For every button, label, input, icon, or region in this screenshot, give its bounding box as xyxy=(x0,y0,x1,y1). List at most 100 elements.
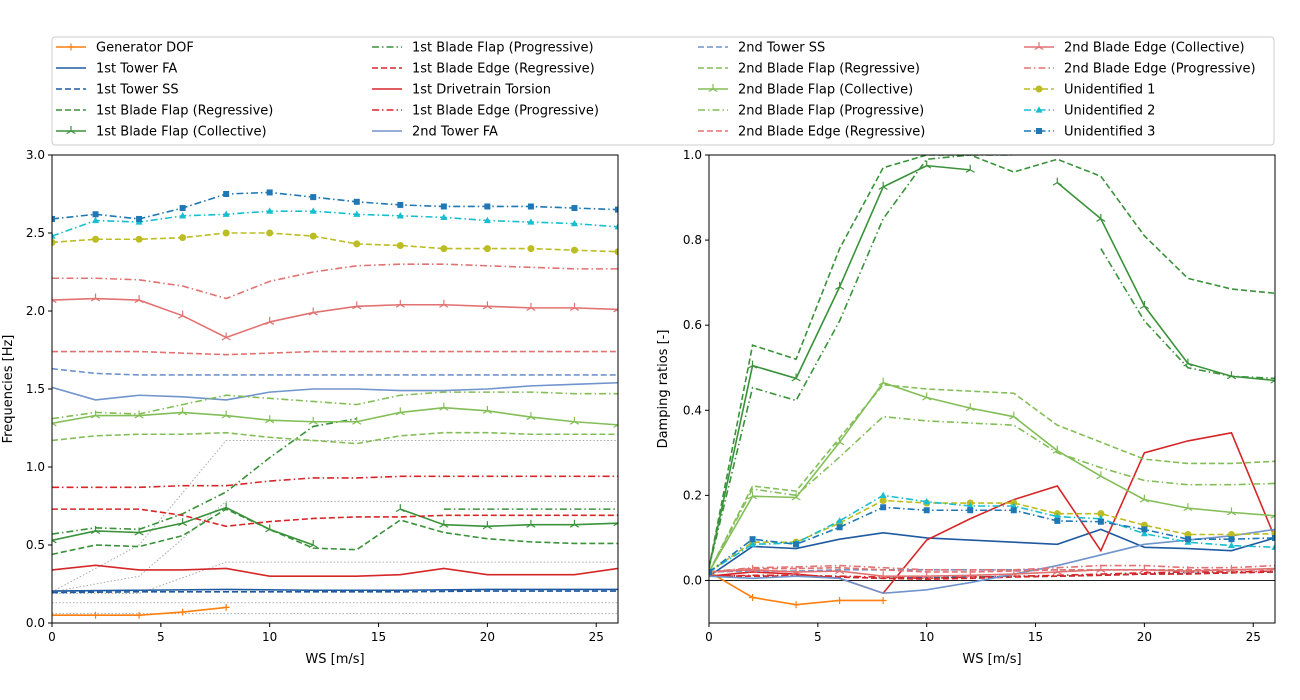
frequency-plot-series-line xyxy=(52,263,618,300)
damping-plot-xtick-label: 25 xyxy=(1246,630,1261,644)
frequency-plot-data-point xyxy=(92,216,100,224)
frequency-plot-data-point xyxy=(92,235,100,243)
legend-label: 1st Tower FA xyxy=(96,62,177,77)
damping-plot-series-1st-drivetrain-torsion xyxy=(709,431,1275,595)
damping-plot-data-point xyxy=(1270,510,1275,519)
damping-plot-data-point xyxy=(922,160,932,169)
frequency-plot-series-unidentified-2 xyxy=(52,207,618,239)
damping-plot-ytick-label: 0.0 xyxy=(683,573,702,587)
damping-plot-data-point xyxy=(922,392,932,401)
frequency-plot-data-point xyxy=(570,219,578,227)
damping-plot-series-line xyxy=(1100,248,1275,380)
frequency-plot-data-point xyxy=(395,407,405,416)
frequency-plot-data-point xyxy=(526,302,536,311)
legend-label: 2nd Blade Flap (Collective) xyxy=(738,83,913,98)
frequency-plot-data-point xyxy=(482,521,492,530)
frequency-plot-data-point xyxy=(570,246,578,254)
frequency-plot-data-point xyxy=(309,207,317,214)
legend-item-unidentified-2: Unidentified 2 xyxy=(1024,104,1155,119)
frequency-plot-data-point xyxy=(483,245,491,253)
frequency-plot-series-line xyxy=(400,508,618,528)
frequency-plot-data-point xyxy=(440,245,448,253)
damping-plot-data-point xyxy=(923,497,931,505)
damping-plot-series-line xyxy=(709,528,1275,577)
legend-item-2nd-tower-fa: 2nd Tower FA xyxy=(372,125,498,140)
legend-item-1st-blade-edge-regressive: 1st Blade Edge (Regressive) xyxy=(372,62,595,77)
frequency-plot-ytick-label: 1.5 xyxy=(26,382,45,396)
frequency-plot-data-point xyxy=(135,235,143,243)
frequency-plot-data-point xyxy=(309,232,317,240)
frequency-plot-data-point xyxy=(439,402,449,411)
frequency-plot-reference-line xyxy=(52,561,618,594)
legend-item-generator-dof: Generator DOF xyxy=(56,41,194,56)
damping-plot-data-point xyxy=(747,360,758,369)
frequency-plot: 0 5 10 15 20 25 0.0 0.5 1.0 1.5 2.0 2.5 3.0 WS [m/s… xyxy=(1,148,619,667)
damping-plot-data-point xyxy=(1141,526,1148,533)
frequency-plot-data-point xyxy=(52,418,57,427)
damping-plot: 0 5 10 15 20 25 0.0 0.2 0.4 0.6 0.8 1.0 WS [m/s] D… xyxy=(656,148,1276,667)
frequency-plot-series-line xyxy=(52,590,618,594)
legend-marker xyxy=(66,126,76,135)
legend-label: 1st Blade Flap (Progressive) xyxy=(412,41,594,56)
frequency-plot-ylabel: Frequencies [Hz] xyxy=(1,335,16,444)
damping-plot-data-point xyxy=(792,601,800,609)
frequency-plot-data-point xyxy=(223,191,230,197)
frequency-plot-data-point xyxy=(352,416,362,425)
damping-plot-series-line xyxy=(709,494,1275,573)
frequency-plot-data-point xyxy=(178,407,188,416)
frequency-plot-series-line xyxy=(52,297,618,339)
frequency-plot-data-point xyxy=(222,229,230,237)
frequency-plot-series-line xyxy=(52,508,618,528)
legend-label: 1st Blade Flap (Collective) xyxy=(96,125,267,140)
damping-plot-data-point xyxy=(791,492,801,501)
damping-plot-series-1st-blade-flap-progressive xyxy=(709,155,1014,568)
frequency-plot-data-point xyxy=(569,519,580,528)
legend-label: 1st Tower SS xyxy=(96,83,179,98)
damping-plot-border xyxy=(708,154,1276,624)
frequency-plot-data-point xyxy=(136,215,143,222)
legend-marker xyxy=(708,84,718,93)
frequency-plot-ytick-label: 0.5 xyxy=(26,538,45,552)
frequency-plot-series-line xyxy=(52,406,618,426)
damping-plot-series-1st-blade-flap-progressive-cont xyxy=(1100,248,1275,380)
frequency-plot-ytick-label: 0.0 xyxy=(26,616,45,630)
frequency-plot-data-point xyxy=(396,241,404,249)
damping-plot-ytick-label: 0.6 xyxy=(683,318,702,332)
frequency-plot-series-2nd-blade-edge-progressive xyxy=(52,263,618,300)
damping-plot-data-point xyxy=(965,570,975,579)
damping-plot-data-point xyxy=(1183,358,1193,367)
frequency-plot-data-point xyxy=(397,201,404,208)
frequency-plot-data-point xyxy=(221,410,231,419)
frequency-plot-data-point xyxy=(92,211,99,218)
frequency-plot-series-2nd-blade-flap-progressive xyxy=(52,391,618,420)
damping-plot-xtick-label: 20 xyxy=(1137,630,1152,644)
damping-plot-ytick-label: 1.0 xyxy=(683,148,702,162)
legend-marker xyxy=(67,43,75,51)
legend-label: 2nd Blade Flap (Regressive) xyxy=(738,62,920,77)
damping-plot-data-point xyxy=(1010,502,1018,509)
legend-marker xyxy=(1036,128,1042,134)
frequency-plot-data-point xyxy=(395,504,405,513)
damping-plot-data-point xyxy=(749,540,757,547)
frequency-plot-data-point xyxy=(526,519,536,528)
frequency-plot-data-point xyxy=(308,307,318,316)
legend-item-1st-drivetrain-torsion: 1st Drivetrain Torsion xyxy=(372,83,551,98)
frequency-plot-series-line xyxy=(52,431,618,445)
frequency-plot-data-point xyxy=(352,301,362,310)
legend-marker xyxy=(1035,106,1043,113)
damping-plot-data-point xyxy=(879,491,887,498)
legend-label: 2nd Blade Edge (Progressive) xyxy=(1064,62,1256,77)
frequency-plot-xtick-label: 10 xyxy=(262,630,277,644)
legend-label: 2nd Blade Edge (Collective) xyxy=(1064,41,1245,56)
frequency-plot-data-point xyxy=(482,405,492,414)
damping-plot-data-point xyxy=(749,536,756,543)
frequency-plot-data-point xyxy=(440,213,448,220)
frequency-plot-data-point xyxy=(179,212,187,219)
legend-item-2nd-tower-ss: 2nd Tower SS xyxy=(698,41,825,56)
damping-plot-data-point xyxy=(878,181,888,190)
frequency-plot-series-2nd-blade-flap-collective xyxy=(52,402,618,428)
damping-plot-ylabel: Damping ratios [-] xyxy=(656,330,671,449)
damping-plot-data-point xyxy=(1097,518,1104,525)
frequency-plot-xtick-label: 15 xyxy=(371,630,386,644)
